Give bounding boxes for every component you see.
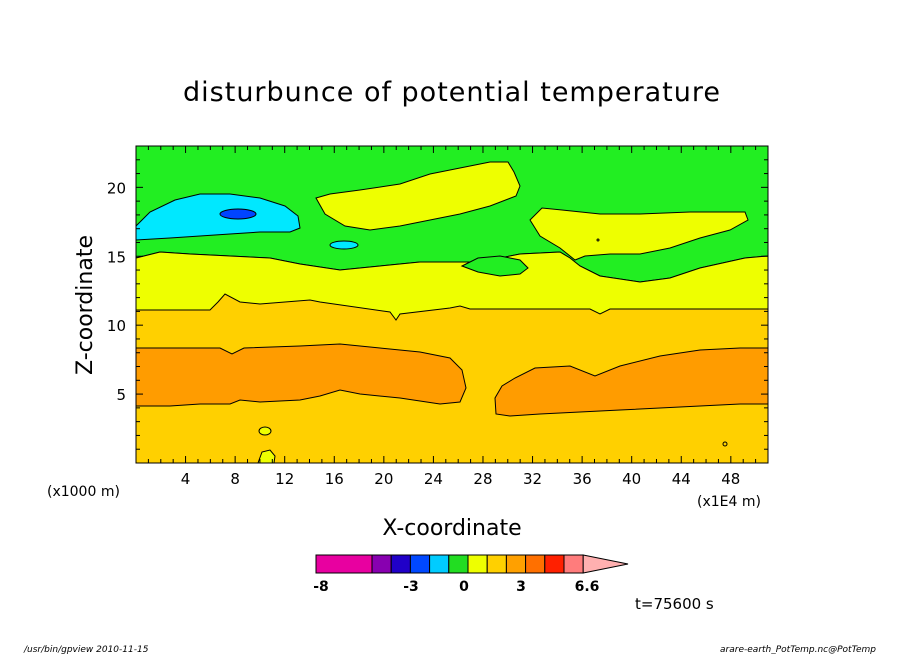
x-tick-label: 32 <box>523 470 542 488</box>
colorbar-swatch <box>448 554 469 574</box>
band-yellow <box>135 251 769 321</box>
y-tick-label: 5 <box>116 386 126 404</box>
band-yellow-right <box>529 207 749 261</box>
colorbar-tick-label: 3 <box>516 579 526 595</box>
x-tick-label: 12 <box>275 470 294 488</box>
colorbar-swatch <box>429 554 450 574</box>
band-small-blob-4 <box>596 238 600 242</box>
colorbar-swatch <box>315 554 373 574</box>
y-tick-labels: 5 10 15 20 <box>107 179 126 404</box>
band-orange <box>135 343 467 407</box>
y-tick-label: 15 <box>107 248 126 266</box>
band-small-blob-1 <box>258 426 272 436</box>
band-green-island <box>460 255 529 277</box>
y-tick-label: 10 <box>107 317 126 335</box>
colorbar-swatch <box>467 554 488 574</box>
colorbar-tick-label: 0 <box>459 579 469 595</box>
plot-frame <box>135 145 769 464</box>
colorbar-swatch <box>486 554 507 574</box>
band-small-blob-3 <box>722 441 728 447</box>
band-yellow-upper <box>315 161 521 231</box>
x-tick-labels: 4 8 12 16 20 24 28 32 36 40 44 48 <box>181 470 741 488</box>
x-tick-label: 16 <box>325 470 344 488</box>
colorbar-swatch <box>544 554 565 574</box>
x-tick-label: 4 <box>181 470 191 488</box>
colorbar-swatch <box>505 554 527 574</box>
band-blue-core <box>219 208 257 220</box>
x-axis-label: X-coordinate <box>382 516 521 541</box>
footer-right: arare-earth_PotTemp.nc@PotTemp <box>720 645 876 654</box>
band-cyan-small <box>329 240 359 250</box>
x-scale-label: (x1E4 m) <box>697 494 761 510</box>
plot-area <box>135 145 769 464</box>
time-label: t=75600 s <box>635 595 714 613</box>
colorbar-swatch <box>371 554 392 574</box>
colorbar <box>315 554 629 574</box>
colorbar-tick-label: -3 <box>403 579 419 595</box>
colorbar-labels: -8 -3 0 3 6.6 <box>313 579 599 595</box>
footer-left: /usr/bin/gpview 2010-11-15 <box>23 645 149 654</box>
axis-ticks <box>136 146 768 463</box>
chart-title: disturbunce of potential temperature <box>183 77 721 108</box>
colorbar-swatch <box>409 554 431 574</box>
x-tick-label: 40 <box>622 470 641 488</box>
x-tick-label: 48 <box>721 470 740 488</box>
colorbar-tick-label: -8 <box>313 579 329 595</box>
y-tick-label: 20 <box>107 179 126 197</box>
colorbar-swatch <box>563 554 584 574</box>
x-tick-label: 44 <box>672 470 691 488</box>
x-tick-label: 36 <box>573 470 592 488</box>
y-axis-label: Z-coordinate <box>73 235 98 375</box>
colorbar-swatch <box>390 554 411 574</box>
colorbar-swatch <box>525 554 546 574</box>
colorbar-arrow <box>582 554 629 574</box>
colorbar-tick-label: 6.6 <box>575 579 600 595</box>
x-tick-label: 8 <box>230 470 240 488</box>
x-tick-label: 24 <box>424 470 443 488</box>
x-unit-label: (x1000 m) <box>47 484 120 500</box>
x-tick-label: 28 <box>473 470 492 488</box>
x-tick-label: 20 <box>374 470 393 488</box>
band-cyan <box>135 193 301 241</box>
